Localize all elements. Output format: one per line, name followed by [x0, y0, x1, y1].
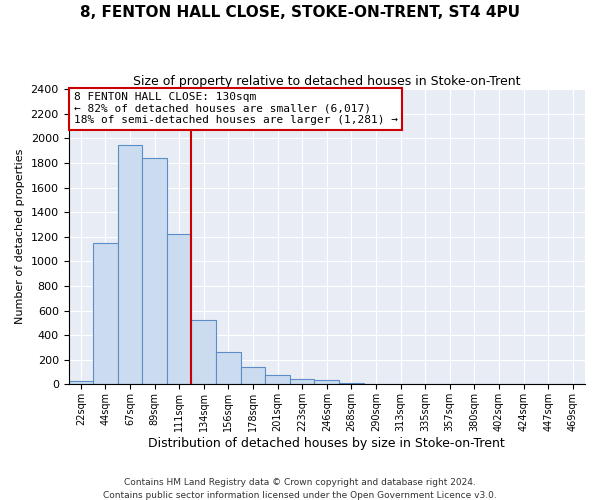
Bar: [68, 380, 93, 384]
Text: 8 FENTON HALL CLOSE: 130sqm
← 82% of detached houses are smaller (6,017)
18% of : 8 FENTON HALL CLOSE: 130sqm ← 82% of det…: [74, 92, 398, 126]
Bar: [241, 366, 265, 384]
Bar: [191, 320, 216, 384]
Y-axis label: Number of detached properties: Number of detached properties: [15, 149, 25, 324]
Bar: [142, 158, 167, 384]
Bar: [339, 383, 364, 384]
Bar: [314, 380, 339, 384]
Bar: [290, 379, 314, 384]
Text: Contains HM Land Registry data © Crown copyright and database right 2024.
Contai: Contains HM Land Registry data © Crown c…: [103, 478, 497, 500]
X-axis label: Distribution of detached houses by size in Stoke-on-Trent: Distribution of detached houses by size …: [148, 437, 505, 450]
Bar: [118, 144, 142, 384]
Text: 8, FENTON HALL CLOSE, STOKE-ON-TRENT, ST4 4PU: 8, FENTON HALL CLOSE, STOKE-ON-TRENT, ST…: [80, 5, 520, 20]
Bar: [265, 375, 290, 384]
Title: Size of property relative to detached houses in Stoke-on-Trent: Size of property relative to detached ho…: [133, 75, 521, 88]
Bar: [216, 352, 241, 384]
Bar: [167, 234, 191, 384]
Bar: [93, 243, 118, 384]
